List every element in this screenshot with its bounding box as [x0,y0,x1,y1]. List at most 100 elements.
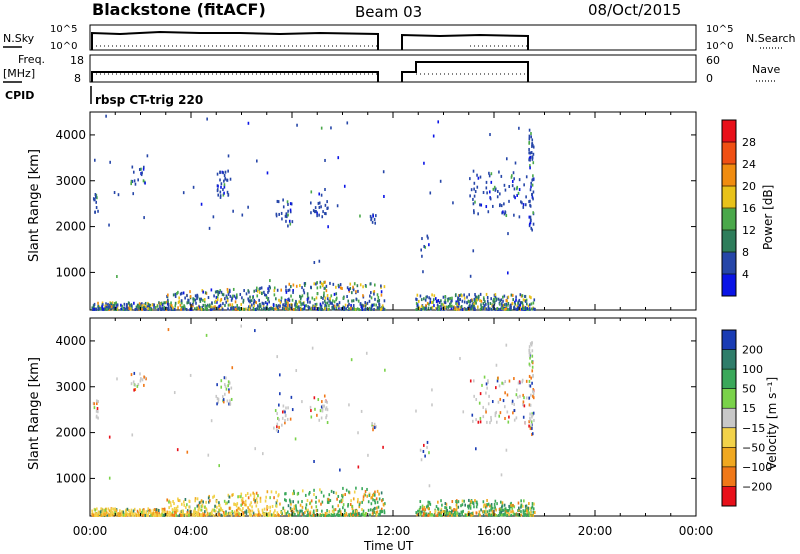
echo-mark [280,288,283,292]
echo-mark [335,298,337,302]
echo-mark [91,509,93,513]
echo-mark [126,507,129,511]
echo-mark [198,506,200,510]
echo-mark [349,306,352,310]
echo-mark [257,304,259,308]
echo-mark [217,193,220,197]
echo-mark [530,151,533,155]
echo-mark [243,513,245,517]
echo-mark [342,493,344,497]
echo-mark [457,296,459,300]
echo-mark [324,211,326,215]
echo-mark [293,491,295,495]
echo-mark [277,307,280,311]
echo-mark [282,506,285,510]
echo-mark [188,513,190,517]
echo-mark [185,512,188,516]
echo-mark [469,303,471,307]
echo-mark [112,512,115,516]
echo-mark [318,499,320,503]
echo-mark [226,190,229,194]
echo-mark [499,500,502,504]
echo-mark [197,508,200,512]
echo-mark [498,414,501,418]
echo-mark [249,300,251,304]
echo-mark [306,510,309,514]
echo-mark [272,303,275,307]
echo-mark [219,299,222,303]
echo-mark [259,496,262,500]
echo-mark [334,508,337,512]
echo-mark [310,211,312,215]
echo-mark [338,513,341,517]
echo-mark [477,305,479,309]
echo-mark [518,506,520,510]
echo-mark [530,506,533,510]
echo-mark [193,298,195,302]
echo-mark [192,300,195,304]
echo-mark [490,172,493,176]
echo-mark [175,512,177,516]
echo-mark [511,507,514,511]
echo-mark [309,501,312,505]
echo-mark [487,306,490,310]
echo-mark [199,500,202,504]
echo-mark [331,305,333,309]
echo-mark [195,301,197,305]
echo-mark [150,307,153,311]
echo-mark [227,493,230,497]
echo-mark [210,419,213,423]
echo-mark [448,304,450,308]
echo-mark [237,510,239,514]
echo-mark [517,306,520,310]
echo-mark [502,399,505,403]
echo-mark [249,304,251,308]
echo-mark [157,307,160,311]
echo-mark [330,294,333,298]
echo-mark [98,510,100,514]
echo-mark [293,506,296,510]
colorbar-tick-label: 12 [742,224,756,237]
echo-mark [290,306,293,310]
echo-mark [486,503,489,507]
echo-mark [320,513,322,517]
echo-mark [335,296,338,300]
echo-mark [167,293,169,297]
echo-mark [133,301,135,305]
echo-mark [529,164,531,168]
echo-mark [441,302,443,306]
echo-mark [485,504,488,508]
echo-mark [507,271,509,275]
echo-mark [263,290,265,294]
echo-mark [275,214,278,218]
echo-mark [452,201,454,205]
echo-mark [356,284,359,288]
echo-mark [375,506,378,510]
echo-mark [416,513,418,517]
echo-mark [232,493,234,497]
echo-mark [353,513,356,517]
echo-mark [480,203,483,207]
echo-mark [327,498,330,502]
echo-mark [227,193,230,197]
echo-mark [455,293,457,297]
echo-mark [354,513,357,517]
echo-mark [241,513,243,517]
echo-mark [373,292,375,296]
echo-mark [167,305,170,309]
echo-mark [241,509,243,513]
echo-mark [196,504,199,508]
echo-mark [532,513,535,517]
echo-mark [311,513,314,517]
echo-mark [432,134,435,138]
echo-mark [275,490,277,494]
echo-mark [280,211,283,215]
echo-mark [519,293,522,297]
echo-mark [290,395,293,399]
echo-mark [337,504,340,508]
echo-mark [314,513,317,517]
echo-mark [172,307,174,311]
echo-mark [430,513,432,517]
echo-mark [277,493,280,497]
echo-mark [436,307,438,311]
